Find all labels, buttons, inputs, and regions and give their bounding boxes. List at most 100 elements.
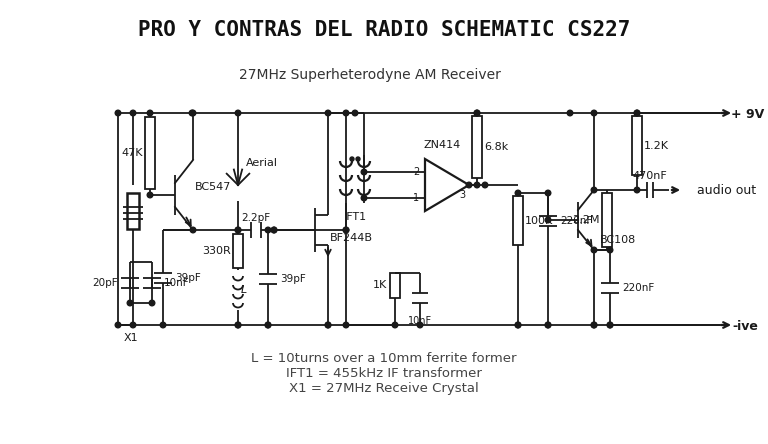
- Circle shape: [515, 322, 521, 328]
- Circle shape: [591, 322, 597, 328]
- Circle shape: [147, 110, 153, 116]
- Text: -ive: -ive: [732, 320, 758, 333]
- Text: 220nF: 220nF: [560, 215, 592, 226]
- Text: 27MHz Superheterodyne AM Receiver: 27MHz Superheterodyne AM Receiver: [239, 68, 501, 82]
- Bar: [145, 117, 155, 189]
- Circle shape: [350, 157, 354, 161]
- Text: L = 10turns over a 10mm ferrite former: L = 10turns over a 10mm ferrite former: [251, 352, 517, 365]
- Text: 1K: 1K: [372, 280, 387, 290]
- Circle shape: [235, 322, 241, 328]
- Circle shape: [545, 322, 551, 328]
- Text: 6.8k: 6.8k: [484, 142, 508, 152]
- Circle shape: [356, 157, 360, 161]
- Circle shape: [343, 110, 349, 116]
- Circle shape: [634, 110, 640, 116]
- Text: BC547: BC547: [195, 182, 231, 192]
- Text: IFT1 = 455kHz IF transformer: IFT1 = 455kHz IF transformer: [286, 366, 482, 380]
- Polygon shape: [425, 159, 469, 211]
- Circle shape: [271, 227, 276, 233]
- Text: 220nF: 220nF: [622, 282, 654, 293]
- Circle shape: [161, 322, 166, 328]
- Circle shape: [235, 227, 241, 233]
- Circle shape: [591, 322, 597, 328]
- Bar: [127, 193, 139, 229]
- Circle shape: [591, 110, 597, 116]
- Circle shape: [149, 300, 155, 306]
- Circle shape: [545, 217, 551, 223]
- Circle shape: [591, 247, 597, 253]
- Bar: [632, 116, 642, 175]
- Bar: [602, 193, 612, 247]
- Circle shape: [474, 110, 480, 116]
- Text: 100K: 100K: [525, 215, 553, 226]
- Circle shape: [343, 227, 349, 233]
- Text: 470nF: 470nF: [633, 171, 667, 181]
- Circle shape: [325, 322, 331, 328]
- Text: Aerial: Aerial: [246, 158, 278, 168]
- Circle shape: [190, 110, 196, 116]
- Circle shape: [545, 322, 551, 328]
- Circle shape: [607, 322, 613, 328]
- Circle shape: [147, 192, 153, 198]
- Circle shape: [515, 322, 521, 328]
- Circle shape: [482, 182, 488, 188]
- Circle shape: [265, 322, 271, 328]
- Text: 47K: 47K: [121, 148, 143, 158]
- Circle shape: [265, 322, 271, 328]
- Text: 330R: 330R: [202, 246, 231, 256]
- Text: 10nF: 10nF: [408, 316, 432, 326]
- Text: 39pF: 39pF: [280, 274, 306, 284]
- Circle shape: [474, 110, 480, 116]
- Circle shape: [115, 110, 121, 116]
- Circle shape: [361, 169, 367, 175]
- Text: ZN414: ZN414: [423, 140, 461, 150]
- Circle shape: [127, 300, 133, 306]
- Text: X1: X1: [124, 333, 138, 343]
- Text: IFT1: IFT1: [343, 212, 366, 222]
- Circle shape: [515, 190, 521, 196]
- Circle shape: [190, 227, 196, 233]
- Text: audio out: audio out: [697, 183, 756, 197]
- Text: 1.2K: 1.2K: [644, 140, 669, 151]
- Text: 1: 1: [413, 193, 419, 203]
- Bar: [472, 116, 482, 178]
- Text: 3: 3: [459, 190, 465, 200]
- Circle shape: [131, 110, 136, 116]
- Circle shape: [591, 187, 597, 193]
- Circle shape: [343, 227, 349, 233]
- Text: + 9V: + 9V: [731, 107, 765, 120]
- Circle shape: [607, 247, 613, 253]
- Text: BC108: BC108: [600, 235, 636, 245]
- Text: 2.2M: 2.2M: [572, 215, 600, 225]
- Circle shape: [325, 322, 331, 328]
- Circle shape: [235, 322, 241, 328]
- Circle shape: [634, 187, 640, 193]
- Circle shape: [634, 110, 640, 116]
- Circle shape: [568, 110, 573, 116]
- Circle shape: [545, 190, 551, 196]
- Circle shape: [235, 227, 241, 233]
- Bar: [513, 196, 523, 245]
- Text: L: L: [241, 285, 247, 295]
- Circle shape: [325, 110, 331, 116]
- Circle shape: [265, 227, 271, 233]
- Circle shape: [474, 182, 480, 188]
- Circle shape: [417, 322, 423, 328]
- Circle shape: [189, 110, 195, 116]
- Circle shape: [235, 110, 241, 116]
- Circle shape: [361, 195, 367, 201]
- Bar: [390, 273, 400, 298]
- Text: BF244B: BF244B: [330, 233, 373, 243]
- Text: X1 = 27MHz Receive Crystal: X1 = 27MHz Receive Crystal: [289, 381, 479, 395]
- Circle shape: [392, 322, 398, 328]
- Text: 39pF: 39pF: [175, 273, 200, 282]
- Circle shape: [343, 322, 349, 328]
- Circle shape: [466, 182, 472, 188]
- Circle shape: [607, 322, 613, 328]
- Text: 20pF: 20pF: [92, 278, 118, 288]
- Text: 10nF: 10nF: [164, 278, 190, 288]
- Text: 2: 2: [412, 167, 419, 177]
- Text: 2.2pF: 2.2pF: [241, 213, 270, 223]
- Circle shape: [115, 322, 121, 328]
- Text: PRO Y CONTRAS DEL RADIO SCHEMATIC CS227: PRO Y CONTRAS DEL RADIO SCHEMATIC CS227: [137, 20, 631, 40]
